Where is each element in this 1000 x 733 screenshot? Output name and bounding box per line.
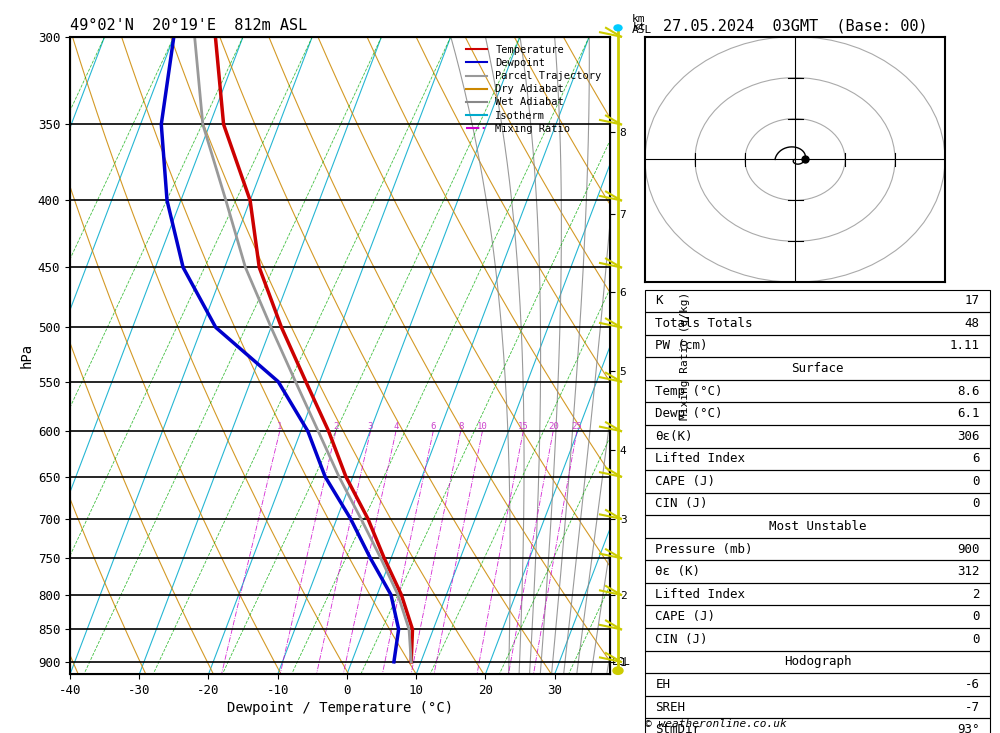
Text: CIN (J): CIN (J): [655, 498, 708, 510]
Text: Surface: Surface: [791, 362, 844, 375]
Text: 2: 2: [333, 422, 338, 431]
Text: 3: 3: [368, 422, 373, 431]
Bar: [645, 583, 990, 605]
Text: 6: 6: [972, 452, 980, 465]
Text: 1.11: 1.11: [950, 339, 980, 353]
Text: 20: 20: [548, 422, 559, 431]
Text: 0: 0: [972, 475, 980, 488]
Text: LCL: LCL: [611, 657, 630, 667]
Text: CAPE (J): CAPE (J): [655, 475, 715, 488]
Text: K: K: [655, 295, 663, 307]
Bar: [645, 515, 990, 538]
Text: © weatheronline.co.uk: © weatheronline.co.uk: [645, 719, 787, 729]
Legend: Temperature, Dewpoint, Parcel Trajectory, Dry Adiabat, Wet Adiabat, Isotherm, Mi: Temperature, Dewpoint, Parcel Trajectory…: [463, 42, 605, 137]
Text: -7: -7: [965, 701, 980, 713]
Text: Temp (°C): Temp (°C): [655, 385, 723, 397]
Text: CAPE (J): CAPE (J): [655, 611, 715, 623]
Bar: [645, 538, 990, 560]
X-axis label: Dewpoint / Temperature (°C): Dewpoint / Temperature (°C): [227, 701, 453, 715]
Bar: [645, 605, 990, 628]
Text: CIN (J): CIN (J): [655, 633, 708, 646]
Text: SREH: SREH: [655, 701, 685, 713]
Text: 93°: 93°: [957, 723, 980, 733]
Bar: [645, 673, 990, 696]
Text: Mixing Ratio (g/kg): Mixing Ratio (g/kg): [680, 292, 690, 419]
Text: 6.1: 6.1: [957, 407, 980, 420]
Bar: [645, 470, 990, 493]
Text: 4: 4: [393, 422, 399, 431]
Y-axis label: hPa: hPa: [20, 343, 34, 368]
Bar: [645, 290, 990, 312]
Text: 25: 25: [572, 422, 582, 431]
Text: 8: 8: [458, 422, 463, 431]
Bar: [645, 312, 990, 335]
Text: 8.6: 8.6: [957, 385, 980, 397]
Text: 1: 1: [277, 422, 282, 431]
Bar: [645, 651, 990, 673]
Text: 2: 2: [972, 588, 980, 601]
Bar: [645, 493, 990, 515]
Text: 0: 0: [972, 633, 980, 646]
Bar: [645, 448, 990, 470]
Text: 15: 15: [518, 422, 529, 431]
Text: PW (cm): PW (cm): [655, 339, 708, 353]
Text: 0: 0: [972, 611, 980, 623]
Text: Pressure (mb): Pressure (mb): [655, 542, 753, 556]
Bar: [645, 357, 990, 380]
Text: 48: 48: [965, 317, 980, 330]
Text: -6: -6: [965, 678, 980, 691]
Text: 900: 900: [957, 542, 980, 556]
Bar: [645, 402, 990, 425]
Text: Dewp (°C): Dewp (°C): [655, 407, 723, 420]
Text: 49°02'N  20°19'E  812m ASL: 49°02'N 20°19'E 812m ASL: [70, 18, 307, 33]
Bar: [645, 718, 990, 733]
Text: Lifted Index: Lifted Index: [655, 452, 745, 465]
Bar: [645, 696, 990, 718]
Text: 306: 306: [957, 430, 980, 443]
Text: EH: EH: [655, 678, 670, 691]
Bar: [645, 560, 990, 583]
Text: Hodograph: Hodograph: [784, 655, 851, 668]
Bar: [645, 335, 990, 357]
Text: km
ASL: km ASL: [632, 14, 652, 35]
Text: 6: 6: [431, 422, 436, 431]
Bar: [645, 380, 990, 402]
Text: StmDir: StmDir: [655, 723, 700, 733]
Text: Most Unstable: Most Unstable: [769, 520, 866, 533]
Text: Lifted Index: Lifted Index: [655, 588, 745, 601]
Bar: [645, 628, 990, 651]
Text: 0: 0: [972, 498, 980, 510]
Bar: [645, 425, 990, 448]
Text: θε (K): θε (K): [655, 565, 700, 578]
Text: θε(K): θε(K): [655, 430, 693, 443]
Text: kt: kt: [633, 22, 646, 32]
Text: 27.05.2024  03GMT  (Base: 00): 27.05.2024 03GMT (Base: 00): [663, 18, 927, 33]
Text: 17: 17: [965, 295, 980, 307]
Text: 312: 312: [957, 565, 980, 578]
Text: 10: 10: [477, 422, 488, 431]
Text: Totals Totals: Totals Totals: [655, 317, 753, 330]
